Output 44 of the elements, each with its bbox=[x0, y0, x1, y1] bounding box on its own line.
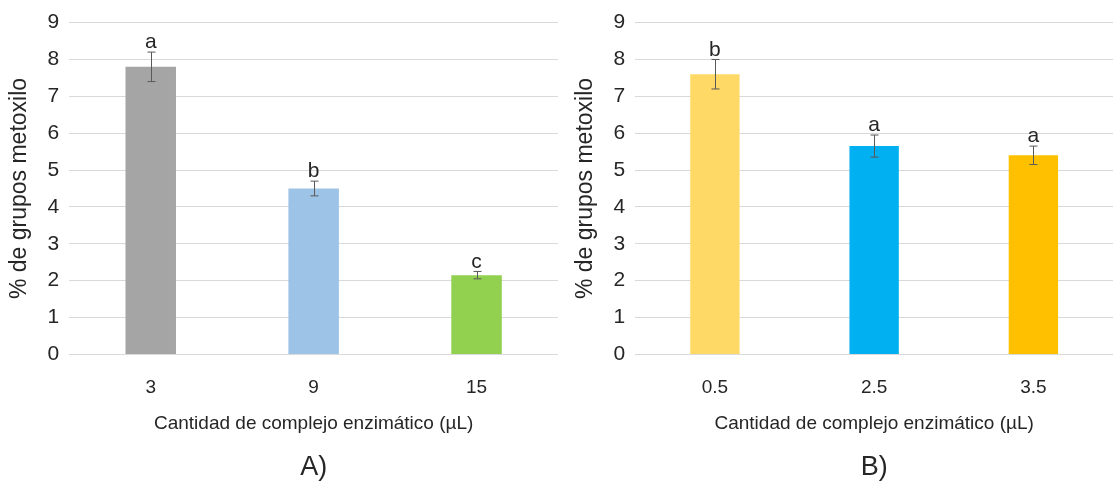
y-tick-label: 1 bbox=[47, 304, 60, 328]
x-axis-title: Cantidad de complejo enzimático (µL) bbox=[153, 411, 474, 433]
y-tick-label: 5 bbox=[613, 156, 626, 180]
y-axis-title: % de grupos metoxilo bbox=[571, 77, 598, 300]
y-tick-label: 9 bbox=[613, 9, 626, 33]
x-tick-label: 3 bbox=[145, 376, 157, 398]
y-tick-label: 0 bbox=[613, 341, 626, 365]
bar bbox=[1008, 155, 1059, 354]
y-axis-title: % de grupos metoxilo bbox=[5, 77, 32, 300]
y-tick-label: 6 bbox=[47, 120, 60, 143]
annotation: c bbox=[471, 248, 482, 272]
x-tick-label: 0.5 bbox=[701, 376, 729, 398]
y-tick-label: 4 bbox=[613, 193, 626, 217]
annotation: b bbox=[709, 36, 721, 60]
bar bbox=[690, 74, 740, 354]
y-tick-label: 0 bbox=[47, 341, 60, 365]
annotation: a bbox=[868, 112, 881, 136]
bar bbox=[288, 188, 339, 354]
bar bbox=[125, 66, 176, 354]
annotation: a bbox=[1027, 123, 1040, 147]
y-tick-label: 7 bbox=[613, 83, 626, 107]
text: A) bbox=[300, 450, 328, 482]
annotation: a bbox=[144, 29, 157, 53]
x-axis-title: Cantidad de complejo enzimático (µL) bbox=[714, 411, 1034, 433]
y-tick-label: 3 bbox=[613, 230, 626, 254]
y-tick-label: 8 bbox=[47, 46, 60, 70]
y-tick-label: 4 bbox=[47, 193, 60, 217]
y-tick-label: 6 bbox=[613, 120, 626, 143]
bar bbox=[849, 146, 899, 354]
bar bbox=[451, 275, 502, 354]
x-tick-label: 3.5 bbox=[1020, 376, 1047, 398]
y-tick-label: 9 bbox=[47, 9, 60, 33]
x-tick-label: 2.5 bbox=[860, 376, 888, 398]
y-tick-label: 2 bbox=[47, 267, 60, 291]
y-tick-label: 7 bbox=[47, 83, 60, 107]
annotation: b bbox=[307, 158, 320, 182]
text: B) bbox=[860, 450, 888, 482]
y-tick-label: 5 bbox=[47, 156, 60, 180]
y-tick-label: 1 bbox=[613, 304, 626, 328]
y-tick-label: 3 bbox=[47, 230, 60, 254]
y-tick-label: 8 bbox=[613, 46, 626, 70]
x-tick-label: 15 bbox=[465, 376, 488, 398]
y-tick-label: 2 bbox=[613, 267, 626, 291]
x-tick-label: 9 bbox=[308, 376, 319, 398]
